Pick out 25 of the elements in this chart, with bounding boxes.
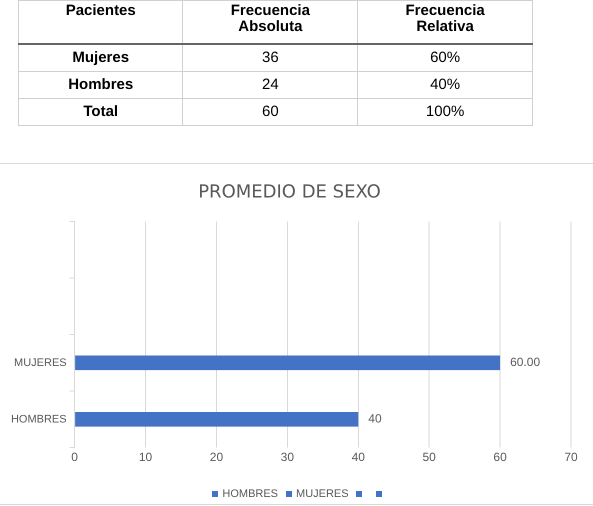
data-label: 60.00 <box>510 355 540 370</box>
x-tick-label: 20 <box>210 450 224 464</box>
category-label: Pacientes <box>18 0 183 44</box>
text: 60% <box>430 49 460 66</box>
x-tick-label: 60 <box>493 450 508 464</box>
x-tick-label: 0 <box>71 450 78 464</box>
text: 24 <box>262 76 279 93</box>
x-tick-label: 10 <box>138 450 153 464</box>
text: Total <box>83 103 118 120</box>
legend-label: HOMBRES <box>222 488 278 500</box>
category-label: Frecuencia Relativa <box>358 0 532 44</box>
text: Mujeres <box>72 49 130 66</box>
text: 36 <box>262 49 279 66</box>
chart-title: PROMEDIO DE SEXO <box>198 181 381 202</box>
text: 40% <box>430 76 460 93</box>
category-label: Frecuencia Absoluta <box>182 0 358 44</box>
x-tick-label: 70 <box>564 450 578 464</box>
x-tick-label: 30 <box>280 450 294 464</box>
x-tick-label: 50 <box>422 450 436 464</box>
text: 100% <box>426 103 464 120</box>
x-tick-label: 40 <box>352 450 366 464</box>
data-label: 40 <box>368 412 382 426</box>
text: Hombres <box>68 76 134 93</box>
text: 60 <box>262 103 279 120</box>
legend-label: MUJERES <box>296 488 349 500</box>
